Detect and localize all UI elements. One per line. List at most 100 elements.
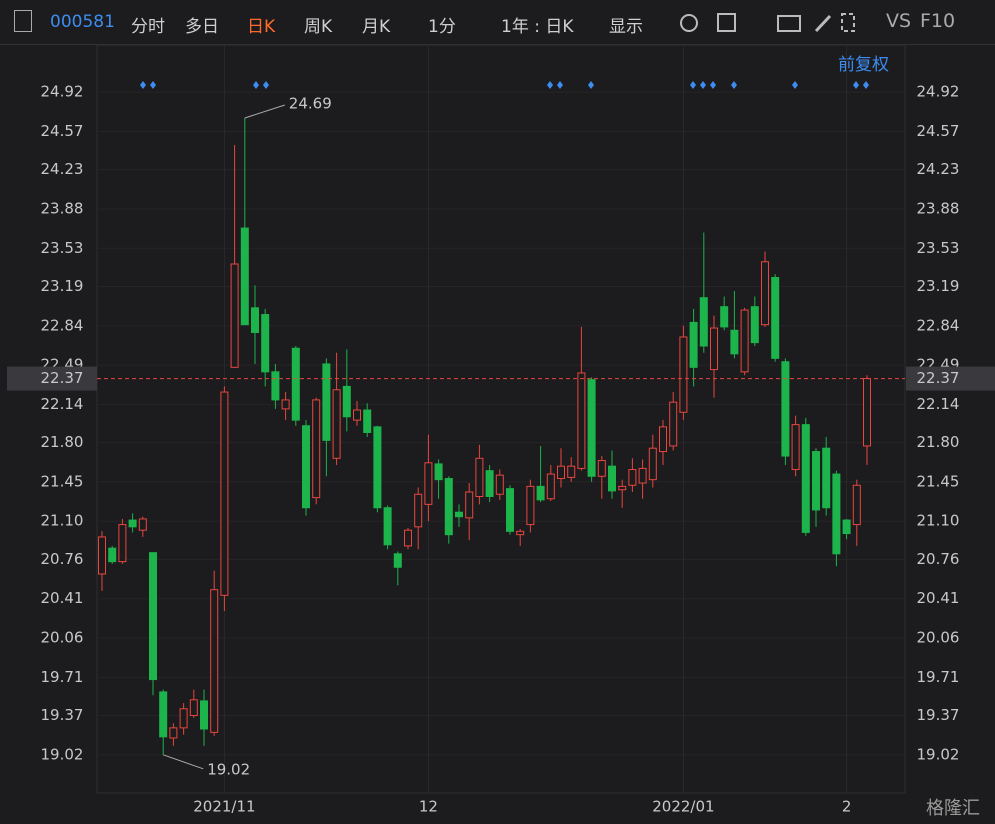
candle-body	[526, 485, 535, 526]
checkbox-icon[interactable]	[717, 13, 736, 32]
candle-body	[516, 530, 525, 536]
tab-active[interactable]: 日K	[247, 17, 276, 37]
candle-body	[149, 552, 157, 681]
candle-body	[159, 691, 168, 738]
watermark: 格隆汇	[926, 798, 980, 819]
candle-body	[506, 488, 514, 532]
candle-body	[200, 700, 208, 730]
candle-body	[169, 727, 178, 739]
candle-body	[730, 329, 739, 355]
candle-body	[138, 518, 147, 531]
price-tag	[906, 366, 995, 391]
y-tick-label: 23.19	[41, 277, 84, 295]
camera-icon[interactable]	[777, 15, 801, 32]
candle-body	[118, 524, 127, 563]
candle-body	[434, 463, 443, 481]
tab[interactable]: 分时	[131, 17, 165, 37]
candle-body	[404, 529, 412, 547]
candle-body	[689, 321, 698, 368]
event-markers	[140, 81, 869, 89]
candle-body	[383, 507, 392, 546]
display-menu[interactable]: 显示	[609, 17, 643, 37]
candle-body	[475, 457, 484, 497]
candle-body	[322, 363, 331, 441]
tab[interactable]: 周K	[304, 17, 333, 37]
candle-body	[220, 391, 229, 596]
x-tick-label: 2	[842, 798, 852, 816]
x-tick-label: 2022/01	[652, 798, 714, 816]
tab[interactable]: 月K	[362, 17, 391, 37]
min-pointer	[163, 754, 204, 770]
candle-body	[424, 462, 433, 505]
candle-body	[679, 336, 688, 413]
tab[interactable]: 多日	[185, 17, 219, 37]
y-tick-label: 24.57	[917, 122, 960, 140]
candle-body	[648, 447, 657, 481]
candle-body	[791, 424, 800, 471]
range-select[interactable]: 1年 : 日K	[501, 17, 574, 37]
toolbar-icons	[680, 13, 855, 33]
candle-body	[353, 409, 361, 421]
sidebar-toggle[interactable]	[14, 10, 32, 32]
candle-body	[597, 460, 606, 477]
candle-body	[740, 309, 749, 373]
candle-body	[536, 485, 545, 501]
candle-body	[863, 378, 871, 447]
candle-body	[332, 389, 341, 459]
vs-button[interactable]: VS	[886, 10, 912, 32]
y-tick-label: 24.92	[41, 83, 84, 101]
candle-body	[373, 426, 382, 509]
draw-icon[interactable]	[814, 14, 832, 33]
candle-body	[720, 306, 729, 328]
candle-body	[587, 379, 596, 477]
y-tick-label: 20.06	[41, 629, 84, 647]
candle-body	[189, 699, 198, 717]
candle-body	[261, 314, 270, 373]
candle-body	[312, 399, 321, 499]
candle-body	[210, 589, 219, 733]
candle-body	[444, 478, 453, 536]
candle-body	[485, 470, 494, 497]
candle-body	[291, 347, 300, 421]
candle-body	[414, 493, 423, 528]
y-tick-label: 19.02	[41, 745, 84, 763]
candle-body	[669, 401, 678, 447]
candle-body	[832, 473, 841, 555]
fullscreen-icon[interactable]	[841, 13, 855, 32]
y-tick-label: 19.02	[917, 745, 960, 763]
candle-body	[302, 425, 310, 509]
price-tag	[7, 366, 97, 391]
y-tick-label: 23.19	[917, 277, 960, 295]
event-marker[interactable]	[140, 81, 869, 89]
candle-body	[393, 553, 402, 568]
f10-button[interactable]: F10	[920, 10, 956, 32]
adjust-mode[interactable]: 前复权	[838, 55, 889, 75]
x-tick-label: 12	[419, 798, 438, 816]
y-tick-label: 19.71	[917, 668, 960, 686]
candle-body	[852, 484, 861, 526]
candle-body	[546, 473, 555, 500]
candle-body	[179, 708, 188, 729]
candle-body	[281, 399, 290, 410]
y-tick-label: 21.10	[917, 512, 960, 530]
y-tick-label: 21.45	[41, 472, 84, 490]
y-tick-label: 19.71	[41, 668, 84, 686]
y-tick-label: 24.23	[41, 160, 84, 178]
min-label: 19.02	[207, 760, 250, 778]
y-tick-label: 22.14	[41, 395, 84, 413]
candle-body	[638, 467, 647, 484]
tab[interactable]: 1分	[428, 17, 456, 37]
candle-body	[577, 372, 586, 469]
settings-icon[interactable]	[680, 14, 698, 32]
y-tick-label: 23.88	[917, 199, 960, 217]
stock-code[interactable]: 000581	[50, 12, 115, 32]
y-tick-label: 24.23	[917, 160, 960, 178]
y-tick-label: 20.41	[41, 589, 84, 607]
candle-body	[455, 511, 463, 518]
y-tick-label: 24.92	[917, 83, 960, 101]
candle-body	[557, 465, 565, 480]
y-tick-label: 20.76	[41, 550, 84, 568]
y-tick-label: 22.84	[41, 316, 84, 334]
